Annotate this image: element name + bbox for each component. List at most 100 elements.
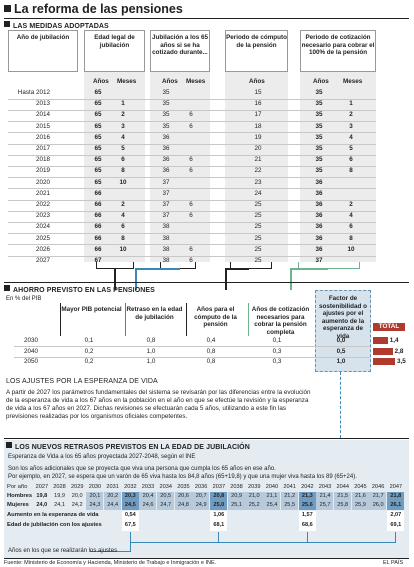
row-year: 2018: [35, 156, 50, 164]
hombres-cell: 20,8: [213, 493, 225, 499]
table-cell: 35: [315, 111, 323, 119]
cell-shade: [298, 511, 316, 531]
row-divider: [8, 199, 376, 201]
hombres-cell: 20,2: [107, 493, 119, 499]
mujeres-cell: 24,4: [107, 502, 119, 508]
total-label: TOTAL: [373, 323, 405, 331]
table-cell: 4: [121, 212, 125, 220]
cell-shade: [121, 492, 139, 510]
row-year: 2023: [35, 212, 50, 220]
connector-line: [225, 268, 249, 270]
hombres-cell: 21,1: [266, 493, 278, 499]
sub-meses: Meses: [117, 78, 137, 85]
table-cell: 5: [349, 145, 353, 152]
table-cell: 36: [162, 145, 170, 152]
table-cell: 25: [254, 257, 262, 264]
row-year: 2030: [23, 337, 38, 344]
mujeres-cell: 25,1: [231, 502, 242, 508]
table-cell: 10: [119, 245, 127, 253]
mujeres-cell: 24,6: [142, 502, 154, 508]
table-cell: 0,5: [336, 347, 346, 355]
header-retraso: Retraso en la edad de jubilación: [125, 303, 183, 336]
table-cell: 38: [162, 234, 170, 242]
cell-shade: [280, 492, 298, 510]
cell-shade: [227, 492, 245, 510]
table-cell: 36: [315, 245, 323, 253]
hombres-cell: 20,3: [124, 493, 136, 499]
connector-line: [114, 268, 116, 290]
mujeres-cell: 24,5: [124, 502, 136, 508]
header-edad-legal: Edad legal de jubilación: [84, 30, 145, 72]
hombres-cell: 20,4: [142, 493, 154, 499]
table-cell: 19: [254, 133, 262, 141]
connector-line: [129, 532, 131, 542]
mujeres-cell: 26,0: [372, 502, 384, 508]
connector-bracket: [230, 262, 272, 269]
year-cell: 2042: [301, 484, 314, 490]
table-cell: 2: [121, 201, 125, 208]
divider: [4, 282, 409, 283]
table-cell: 0,0: [336, 337, 346, 344]
table-cell: 1,0: [336, 358, 346, 365]
cell-shade: [263, 492, 281, 510]
connector-line: [218, 532, 220, 542]
edad-cell: 69,1: [390, 522, 402, 528]
year-cell: 2045: [354, 484, 367, 490]
table-cell: 6: [189, 122, 193, 130]
cell-shade: [192, 492, 210, 510]
total-value: 2,8: [394, 347, 404, 355]
year-cell: 2046: [371, 484, 385, 490]
hombres-cell: 20,1: [89, 493, 101, 499]
hombres-cell: 19,9: [54, 493, 65, 499]
row-divider: [8, 121, 376, 122]
cell-shade: [387, 492, 405, 510]
cell-shade: [351, 492, 369, 510]
table-cell: 37: [315, 257, 323, 264]
cell-shade: [103, 492, 121, 510]
table-cell: 35: [315, 89, 323, 96]
cell-shade: [245, 492, 263, 510]
row-year: 2017: [35, 145, 50, 152]
table-cell: 36: [315, 201, 323, 208]
total-bar: [373, 337, 388, 344]
edad-cell: 68,6: [301, 522, 313, 528]
row-divider: [8, 132, 376, 133]
row-divider: [8, 221, 376, 223]
hombres-cell: 21,0: [248, 493, 260, 499]
table-cell: 0,3: [272, 358, 282, 365]
table-cell: 1: [121, 100, 125, 108]
table-cell: 36: [315, 223, 323, 231]
table-cell: 65: [94, 111, 102, 119]
connector-line: [290, 268, 292, 290]
table-cell: 20: [254, 145, 262, 152]
table-cell: 0,1: [84, 337, 94, 344]
connector-line: [340, 372, 342, 438]
table-cell: 8: [121, 167, 125, 175]
mujeres-cell: 25,6: [301, 502, 313, 508]
table-cell: 6: [121, 156, 125, 164]
table-cell: 1,0: [146, 358, 156, 365]
row-year: 2050: [23, 358, 38, 365]
table-cell: 36: [162, 167, 170, 175]
year-cell: 2037: [212, 484, 226, 490]
table-cell: 65: [94, 178, 102, 186]
year-cell: 2047: [389, 484, 403, 490]
cell-shade: [139, 492, 157, 510]
row-year: 2013: [35, 100, 50, 108]
header-anos-computo: Años para el cómputo de la pensión: [186, 303, 244, 336]
square-bullet-icon: [4, 285, 10, 291]
factor-highlight: [315, 290, 371, 372]
row-label-edad: Edad de jubilación con los ajustes: [7, 522, 102, 528]
row-year: 2022: [35, 201, 50, 208]
table-cell: 25: [254, 234, 262, 242]
square-bullet-icon: [6, 442, 12, 448]
row-year: Hasta 2012: [17, 89, 50, 96]
connector-line: [225, 268, 227, 290]
table-cell: 65: [94, 156, 102, 164]
table-cell: 66: [94, 234, 102, 242]
total-bar: [373, 347, 393, 355]
cell-shade: [387, 511, 405, 531]
cell-shade: [298, 492, 316, 510]
table-cell: 37: [162, 212, 170, 220]
row-year: 2040: [23, 347, 38, 355]
